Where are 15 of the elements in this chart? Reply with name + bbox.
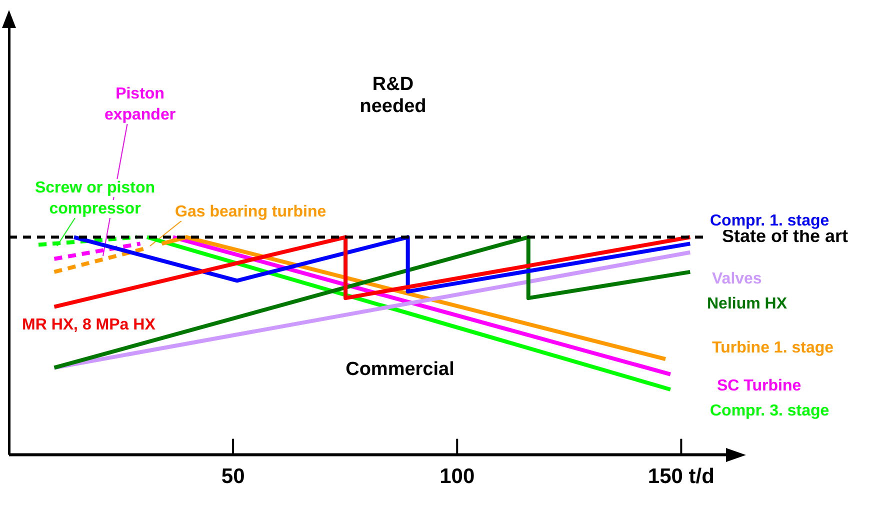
- series-label: Compr. 1. stage: [710, 212, 830, 230]
- text: Piston expander: [104, 85, 176, 124]
- x-tick-label: 50: [221, 465, 245, 488]
- x-tick-label: 150 t/d: [648, 465, 714, 488]
- series-label: MR HX, 8 MPa HX: [22, 316, 156, 334]
- series-label: Nelium HX: [707, 295, 788, 312]
- text: Turbine 1. stage: [712, 339, 834, 356]
- series-label: Screw or piston compressor: [34, 179, 156, 218]
- x-tick-label: 100: [440, 465, 475, 488]
- text: Gas bearing turbine: [175, 203, 326, 220]
- text: SC Turbine: [717, 377, 802, 394]
- text: Compr. 3. stage: [710, 402, 830, 420]
- text: R&D needed: [360, 74, 426, 118]
- annotation: Commercial: [346, 359, 454, 380]
- series-label: Valves: [712, 270, 762, 288]
